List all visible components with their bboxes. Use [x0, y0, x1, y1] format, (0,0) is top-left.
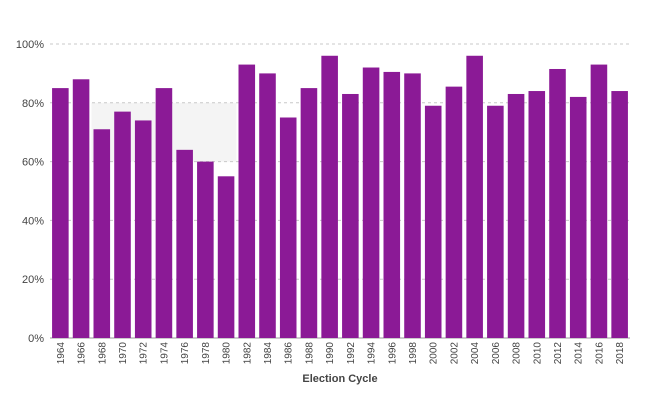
bar [134, 120, 152, 338]
bar [342, 93, 359, 338]
bar [383, 71, 401, 339]
x-tick-label: 1992 [346, 342, 357, 365]
x-tick-label: 1972 [139, 342, 150, 365]
y-tick-label: 60% [22, 157, 44, 169]
x-tick-label: 2018 [615, 342, 626, 365]
x-tick-label: 2000 [429, 342, 440, 365]
bars-layer [52, 55, 628, 339]
x-tick-label: 1964 [56, 342, 67, 365]
y-tick-label: 20% [22, 274, 44, 286]
x-tick-label: 1982 [242, 342, 253, 365]
x-tick-label: 2006 [491, 342, 502, 365]
x-axis-title: Election Cycle [302, 373, 377, 385]
bar [590, 64, 608, 338]
x-tick-label: 1986 [284, 342, 295, 365]
x-tick-label: 1974 [159, 342, 170, 365]
bar [611, 91, 628, 338]
bar [259, 73, 276, 339]
x-tick-labels: 1964 1966 1968 1970 1972 1974 1976 1978 1980 1982… [56, 342, 626, 365]
y-tick-label: 40% [22, 215, 44, 227]
x-tick-label: 1978 [201, 342, 212, 365]
x-tick-label: 1968 [97, 342, 108, 365]
bar [549, 68, 566, 339]
bar [155, 88, 173, 338]
x-tick-label: 1966 [77, 342, 88, 365]
bar [176, 149, 193, 338]
bar [466, 55, 483, 338]
x-tick-label: 1994 [367, 342, 378, 365]
bar [238, 64, 256, 338]
x-tick-label: 2016 [594, 342, 605, 365]
bar [528, 91, 546, 338]
bar [445, 86, 463, 338]
bar [507, 93, 525, 338]
y-tick-label: 80% [22, 98, 44, 110]
bar [93, 129, 111, 338]
bar [197, 161, 214, 338]
bar [424, 105, 442, 339]
x-tick-label: 2004 [470, 342, 481, 365]
bar [321, 55, 338, 338]
x-tick-label: 1988 [304, 342, 315, 365]
x-tick-label: 1990 [325, 342, 336, 365]
x-tick-label: 1976 [180, 342, 191, 365]
x-tick-label: 1996 [387, 342, 398, 365]
y-tick-label: 100% [16, 39, 44, 51]
x-tick-label: 2010 [532, 342, 543, 365]
bar [487, 105, 504, 339]
x-tick-label: 1980 [222, 342, 233, 365]
x-tick-label: 2012 [553, 342, 564, 365]
bar [114, 111, 131, 339]
bar [52, 88, 69, 338]
x-tick-label: 2002 [449, 342, 460, 365]
y-tick-label: 0% [28, 333, 44, 345]
x-tick-label: 2014 [574, 342, 585, 365]
x-tick-label: 1998 [408, 342, 419, 365]
bar [404, 73, 421, 339]
x-tick-label: 1984 [263, 342, 274, 365]
x-tick-label: 1970 [118, 342, 129, 365]
bar [569, 96, 587, 338]
bar [300, 88, 318, 338]
bar [362, 67, 380, 339]
bar [72, 79, 90, 338]
bar [217, 176, 235, 338]
x-tick-label: 2008 [512, 342, 523, 365]
y-tick-labels: 0% 20% 40% 60% 80% 100% [16, 39, 44, 345]
bar [279, 117, 297, 338]
